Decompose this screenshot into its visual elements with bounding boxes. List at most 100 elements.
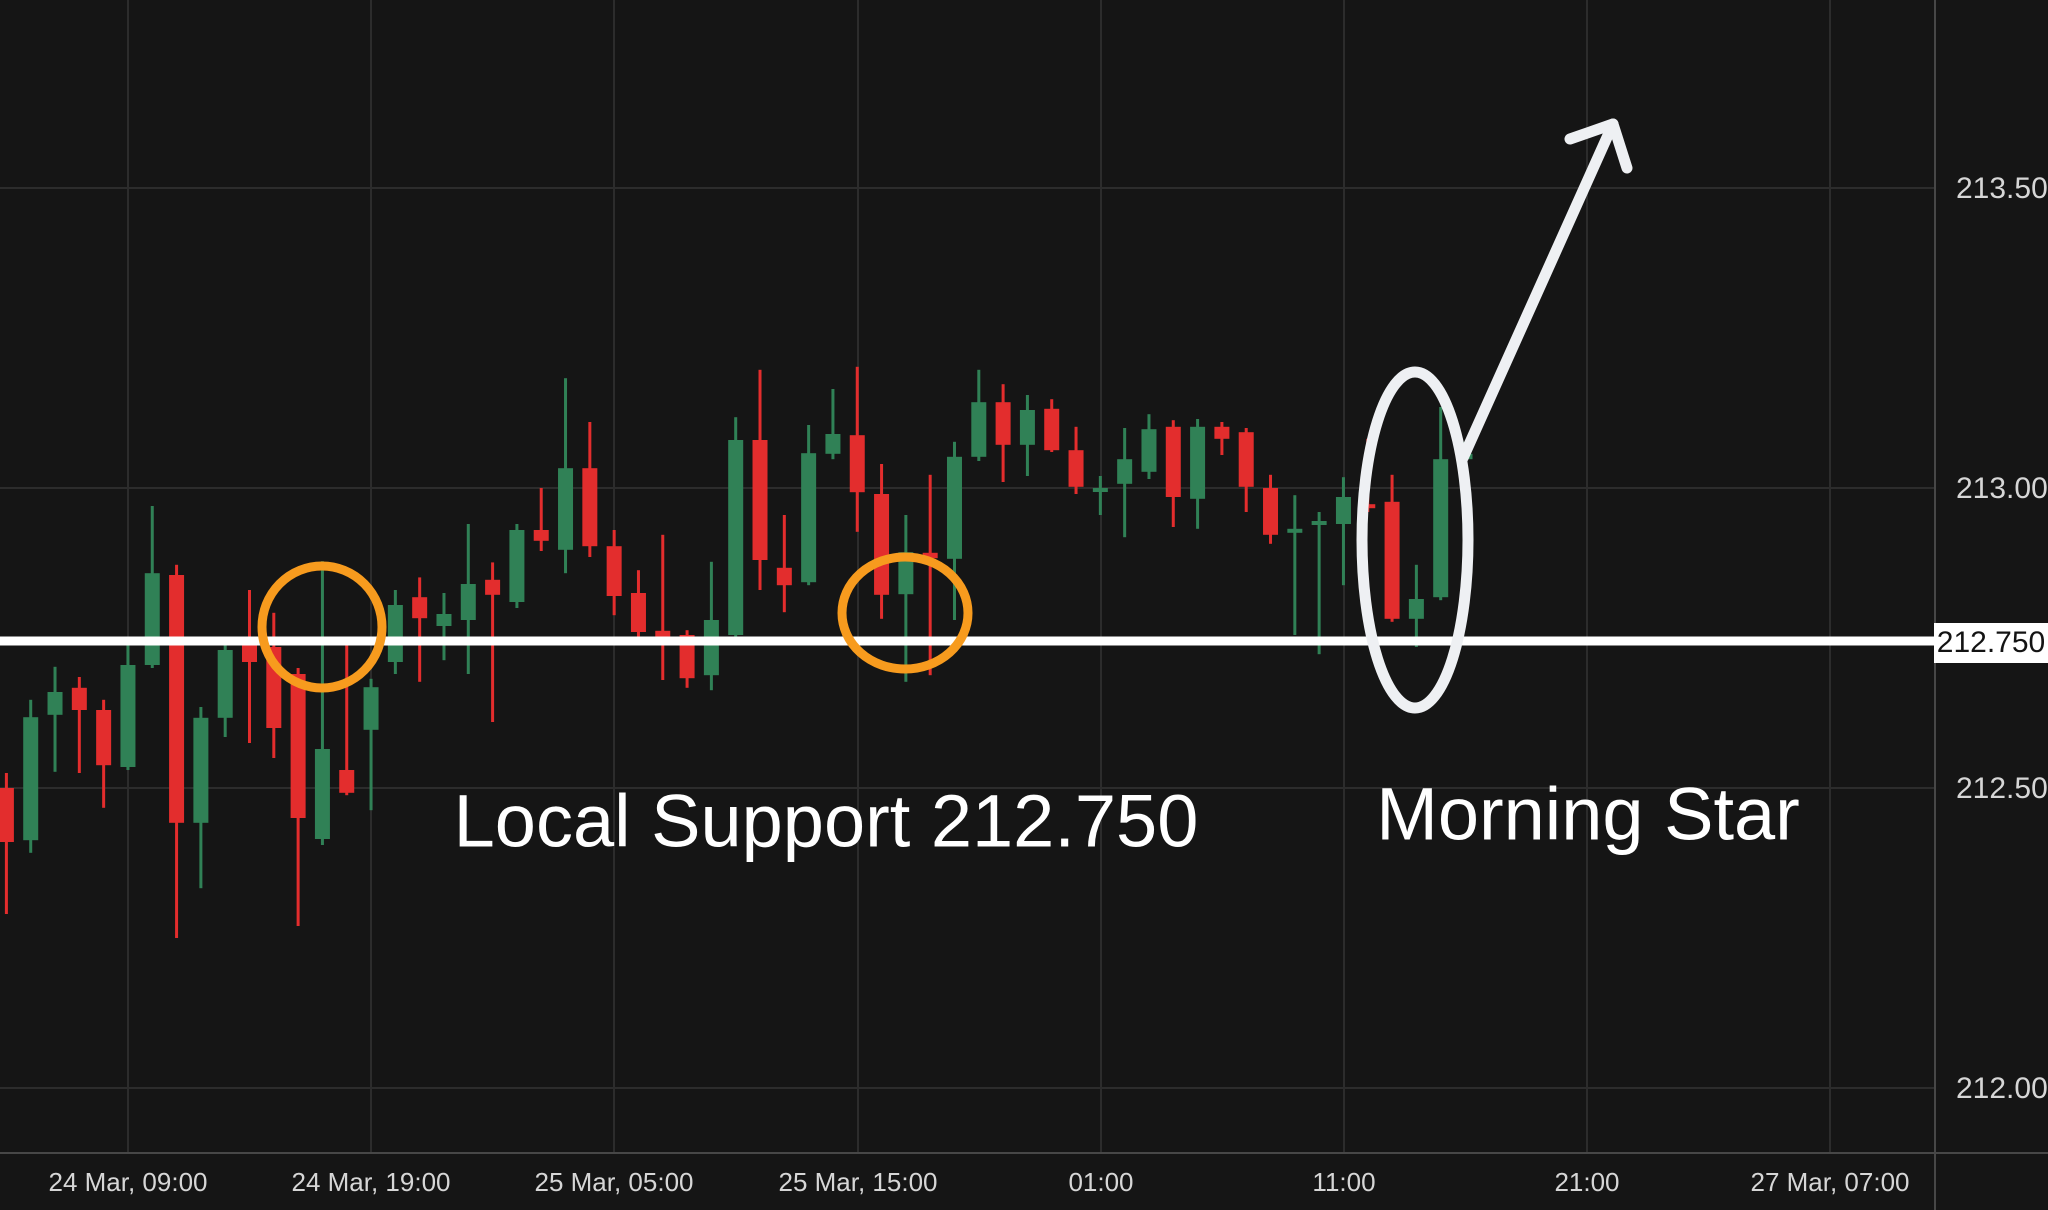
morning-star-annotation[interactable]: Morning Star [1376, 772, 1800, 856]
candle-up[interactable] [47, 692, 63, 715]
time-axis-label: 24 Mar, 09:00 [49, 1167, 208, 1197]
candle-down[interactable] [582, 468, 598, 547]
candle-down[interactable] [0, 788, 14, 842]
candle-down[interactable] [849, 435, 865, 493]
support-price-label: 212.750 [1934, 623, 2048, 663]
candle-up[interactable] [898, 552, 914, 595]
candle-up[interactable] [1117, 459, 1133, 484]
candle-wick [53, 666, 57, 772]
breakout-arrow-head[interactable] [1564, 118, 1633, 174]
candle-up[interactable] [558, 468, 574, 550]
candle-up[interactable] [703, 620, 719, 676]
candle-up[interactable] [509, 530, 525, 602]
candle-down[interactable] [412, 597, 428, 619]
candle-wick [928, 474, 932, 676]
price-axis-label: 212.500 [1956, 772, 2048, 805]
support-touch-circle[interactable] [837, 552, 973, 674]
candle-down[interactable] [752, 440, 768, 560]
candle-wick [4, 773, 8, 914]
support-price-value: 212.750 [1936, 626, 2046, 659]
candle-wick [661, 534, 665, 680]
candle-up[interactable] [144, 573, 160, 665]
candle-up[interactable] [120, 665, 136, 767]
candle-down[interactable] [96, 710, 112, 766]
candle-up[interactable] [1311, 521, 1327, 525]
candle-down[interactable] [169, 575, 185, 823]
candle-wick [418, 577, 422, 682]
candle-up[interactable] [1287, 528, 1303, 533]
candle-up[interactable] [1408, 599, 1424, 619]
candle-down[interactable] [995, 402, 1011, 445]
time-axis-label: 21:00 [1554, 1167, 1619, 1197]
candle-down[interactable] [290, 674, 306, 818]
candle-down[interactable] [874, 494, 890, 595]
candle-down[interactable] [655, 630, 671, 637]
candle-wick [442, 593, 446, 661]
candle-down[interactable] [922, 552, 938, 559]
candle-up[interactable] [436, 614, 452, 626]
morning-star-ellipse[interactable] [1356, 366, 1474, 714]
candle-up[interactable] [1019, 410, 1035, 445]
candle-down[interactable] [1214, 426, 1230, 439]
candle-down[interactable] [1384, 501, 1400, 619]
candle-down[interactable] [533, 530, 549, 541]
candle-down[interactable] [606, 546, 622, 596]
candle-up[interactable] [363, 687, 379, 730]
candle-up[interactable] [728, 440, 744, 635]
time-axis-label: 25 Mar, 05:00 [535, 1167, 694, 1197]
time-axis-label: 24 Mar, 19:00 [292, 1167, 451, 1197]
candle-down[interactable] [1263, 488, 1279, 535]
candle-wick [320, 561, 324, 845]
candle-up[interactable] [217, 650, 233, 718]
candle-up[interactable] [1433, 459, 1449, 598]
candle-up[interactable] [1141, 429, 1157, 472]
candle-wick [1293, 495, 1297, 635]
candle-up[interactable] [460, 584, 476, 620]
candle-up[interactable] [825, 434, 841, 454]
candle-wick [904, 515, 908, 682]
candle-up[interactable] [971, 402, 987, 457]
candle-wick [831, 389, 835, 460]
candle-up[interactable] [314, 749, 330, 839]
local-support-annotation[interactable]: Local Support 212.750 [453, 779, 1199, 863]
candle-down[interactable] [485, 579, 501, 595]
support-line[interactable] [0, 636, 1935, 646]
time-axis-label: 01:00 [1068, 1167, 1133, 1197]
candle-down[interactable] [1238, 432, 1254, 487]
candle-down[interactable] [1165, 426, 1181, 497]
time-axis-label: 27 Mar, 07:00 [1751, 1167, 1910, 1197]
candle-up[interactable] [387, 605, 403, 662]
price-axis-label: 212.000 [1956, 1072, 2048, 1105]
candle-wick [1341, 477, 1345, 586]
candle-down[interactable] [630, 593, 646, 632]
breakout-arrow-shaft[interactable] [1457, 118, 1619, 464]
candle-wick [1098, 476, 1102, 515]
candle-up[interactable] [946, 456, 962, 559]
candle-down[interactable] [1068, 450, 1084, 487]
candle-down[interactable] [339, 770, 355, 793]
candle-down[interactable] [1044, 408, 1060, 451]
price-axis-label: 213.000 [1956, 472, 2048, 505]
candle-up[interactable] [1335, 497, 1351, 524]
time-axis-label: 25 Mar, 15:00 [779, 1167, 938, 1197]
candle-up[interactable] [1190, 426, 1206, 499]
candle-wick [248, 590, 251, 743]
time-axis-label: 11:00 [1312, 1167, 1375, 1197]
candle-up[interactable] [193, 717, 209, 823]
support-touch-circle[interactable] [257, 561, 387, 693]
candle-up[interactable] [23, 717, 39, 841]
candle-down[interactable] [776, 567, 792, 586]
candle-wick [539, 488, 543, 551]
candle-down[interactable] [71, 687, 87, 710]
candle-wick [77, 677, 81, 773]
candle-up[interactable] [801, 453, 817, 583]
candle-up[interactable] [1092, 488, 1108, 492]
candle-wick [782, 515, 786, 613]
price-axis-label: 213.500 [1956, 172, 2048, 205]
candle-wick [345, 639, 349, 796]
candle-wick [369, 678, 373, 811]
candle-down[interactable] [679, 635, 695, 679]
